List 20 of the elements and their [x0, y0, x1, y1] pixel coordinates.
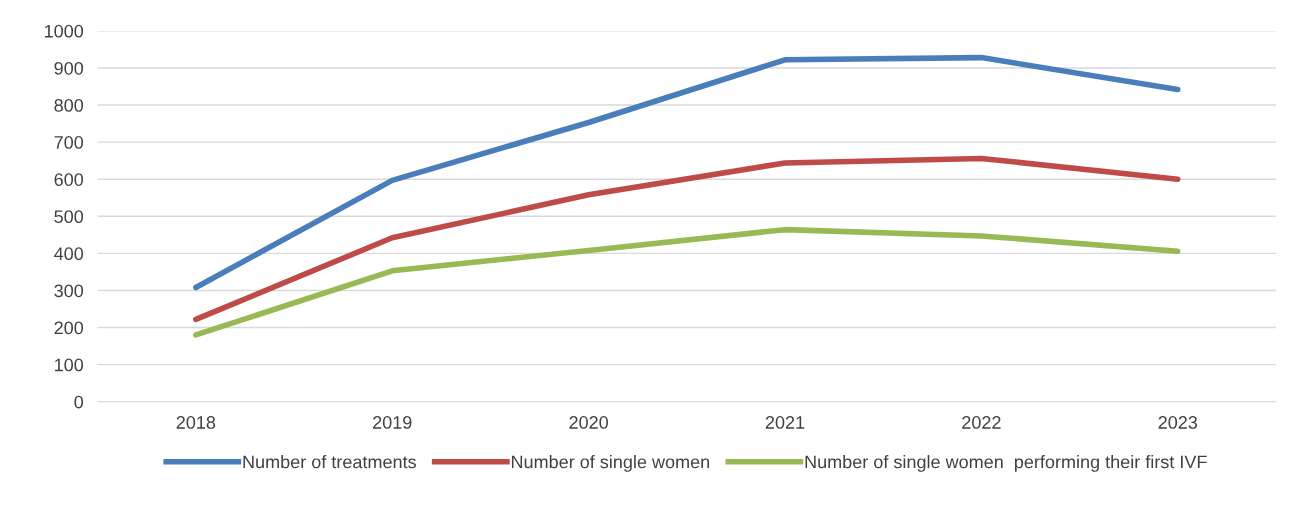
x-tick-label: 2019 [373, 416, 412, 429]
legend-label: Number of treatments [243, 455, 416, 469]
x-tick-label: 2018 [176, 416, 216, 429]
y-tick-label: 100 [55, 358, 84, 372]
x-tick-label: 2022 [962, 416, 1001, 429]
x-tick-label: 2020 [569, 416, 608, 429]
y-tick-label: 500 [54, 210, 84, 224]
y-tick-label: 800 [54, 98, 84, 112]
y-tick-label: 0 [74, 395, 84, 409]
legend-label: Number of single women [511, 455, 710, 472]
y-tick-label: 600 [54, 173, 84, 186]
y-tick-label: 200 [54, 321, 84, 335]
x-tick-label: 2021 [765, 416, 805, 429]
y-tick-label: 300 [54, 284, 84, 298]
y-tick-label: 700 [54, 136, 84, 149]
y-tick-label: 900 [54, 61, 84, 75]
y-tick-label: 400 [54, 247, 84, 261]
legend-label: Number of single women performing their first IVF [805, 455, 1207, 472]
y-tick-label: 1000 [44, 24, 84, 38]
x-tick-label: 2023 [1158, 416, 1198, 429]
